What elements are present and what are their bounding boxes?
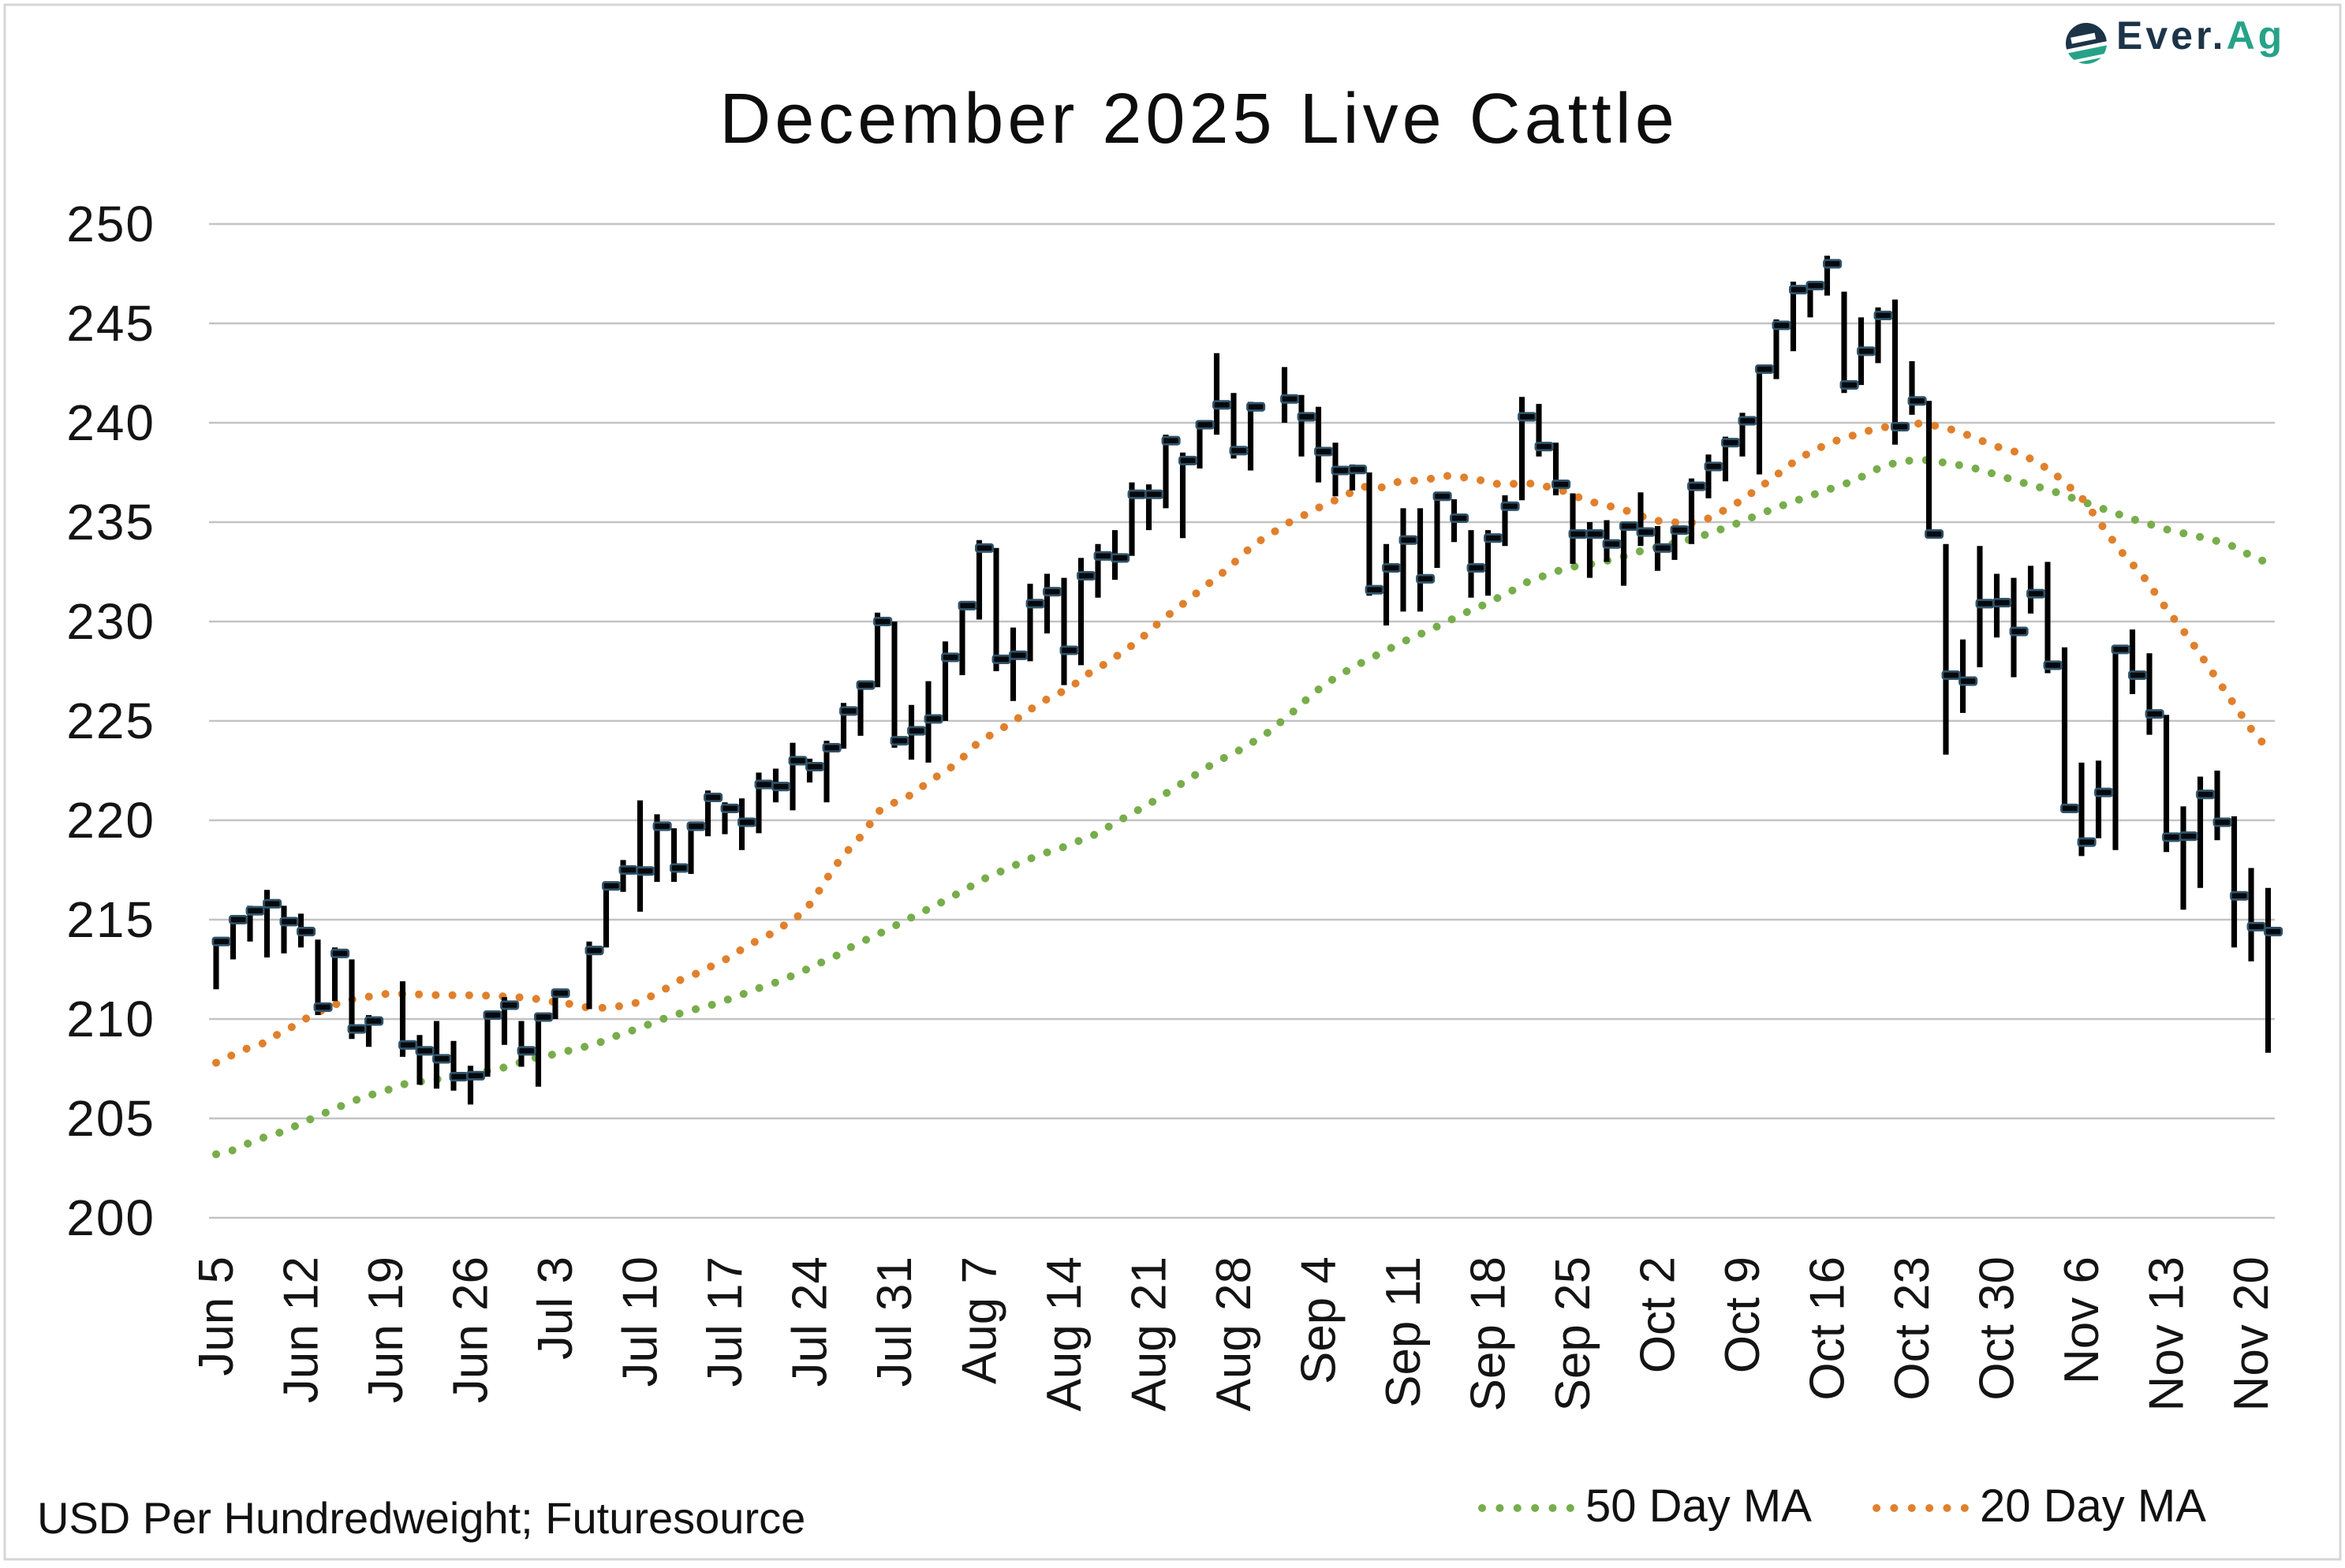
svg-text:225: 225 xyxy=(66,693,155,749)
svg-text:Nov 6: Nov 6 xyxy=(2055,1256,2109,1384)
svg-text:Jul 3: Jul 3 xyxy=(528,1256,583,1360)
svg-text:Jul 24: Jul 24 xyxy=(783,1256,838,1387)
svg-text:Oct 2: Oct 2 xyxy=(1631,1256,1686,1373)
svg-text:50 Day MA: 50 Day MA xyxy=(1585,1480,1812,1532)
svg-text:Oct 23: Oct 23 xyxy=(1885,1256,1940,1401)
svg-text:215: 215 xyxy=(66,891,155,948)
svg-text:220: 220 xyxy=(66,792,155,849)
svg-text:200: 200 xyxy=(66,1189,155,1246)
svg-text:205: 205 xyxy=(66,1090,155,1147)
svg-text:Oct 16: Oct 16 xyxy=(1801,1256,1855,1401)
svg-text:235: 235 xyxy=(66,494,155,551)
svg-text:Sep 18: Sep 18 xyxy=(1462,1256,1516,1412)
svg-text:230: 230 xyxy=(66,593,155,650)
svg-text:Jul 31: Jul 31 xyxy=(868,1256,922,1387)
svg-text:Sep 25: Sep 25 xyxy=(1546,1256,1600,1412)
svg-text:Aug 28: Aug 28 xyxy=(1207,1256,1261,1412)
svg-text:240: 240 xyxy=(66,394,155,451)
svg-text:Jul 10: Jul 10 xyxy=(614,1256,668,1387)
svg-text:20 Day MA: 20 Day MA xyxy=(1980,1480,2206,1532)
svg-text:Oct 30: Oct 30 xyxy=(1970,1256,2025,1401)
svg-text:Jun 12: Jun 12 xyxy=(274,1256,329,1403)
svg-text:Jul 17: Jul 17 xyxy=(698,1256,752,1387)
svg-text:December 2025 Live Cattle: December 2025 Live Cattle xyxy=(719,80,1678,159)
svg-text:Aug 7: Aug 7 xyxy=(953,1256,1007,1384)
svg-text:Sep 4: Sep 4 xyxy=(1292,1256,1346,1384)
svg-text:250: 250 xyxy=(66,196,155,252)
svg-text:Oct 9: Oct 9 xyxy=(1716,1256,1770,1373)
svg-text:245: 245 xyxy=(66,295,155,352)
svg-text:Jun 26: Jun 26 xyxy=(444,1256,498,1403)
svg-text:210: 210 xyxy=(66,991,155,1047)
svg-text:Aug 21: Aug 21 xyxy=(1122,1256,1177,1412)
svg-text:Jun 5: Jun 5 xyxy=(189,1256,244,1376)
svg-text:Ever.Ag: Ever.Ag xyxy=(2116,13,2285,58)
svg-text:Nov 20: Nov 20 xyxy=(2224,1256,2279,1411)
svg-text:Sep 11: Sep 11 xyxy=(1376,1256,1431,1408)
svg-text:Jun 19: Jun 19 xyxy=(359,1256,413,1403)
svg-text:USD Per Hundredweight; Futures: USD Per Hundredweight; Futuresource xyxy=(37,1493,805,1543)
svg-text:Aug 14: Aug 14 xyxy=(1037,1256,1092,1412)
svg-text:Nov 13: Nov 13 xyxy=(2140,1256,2194,1411)
